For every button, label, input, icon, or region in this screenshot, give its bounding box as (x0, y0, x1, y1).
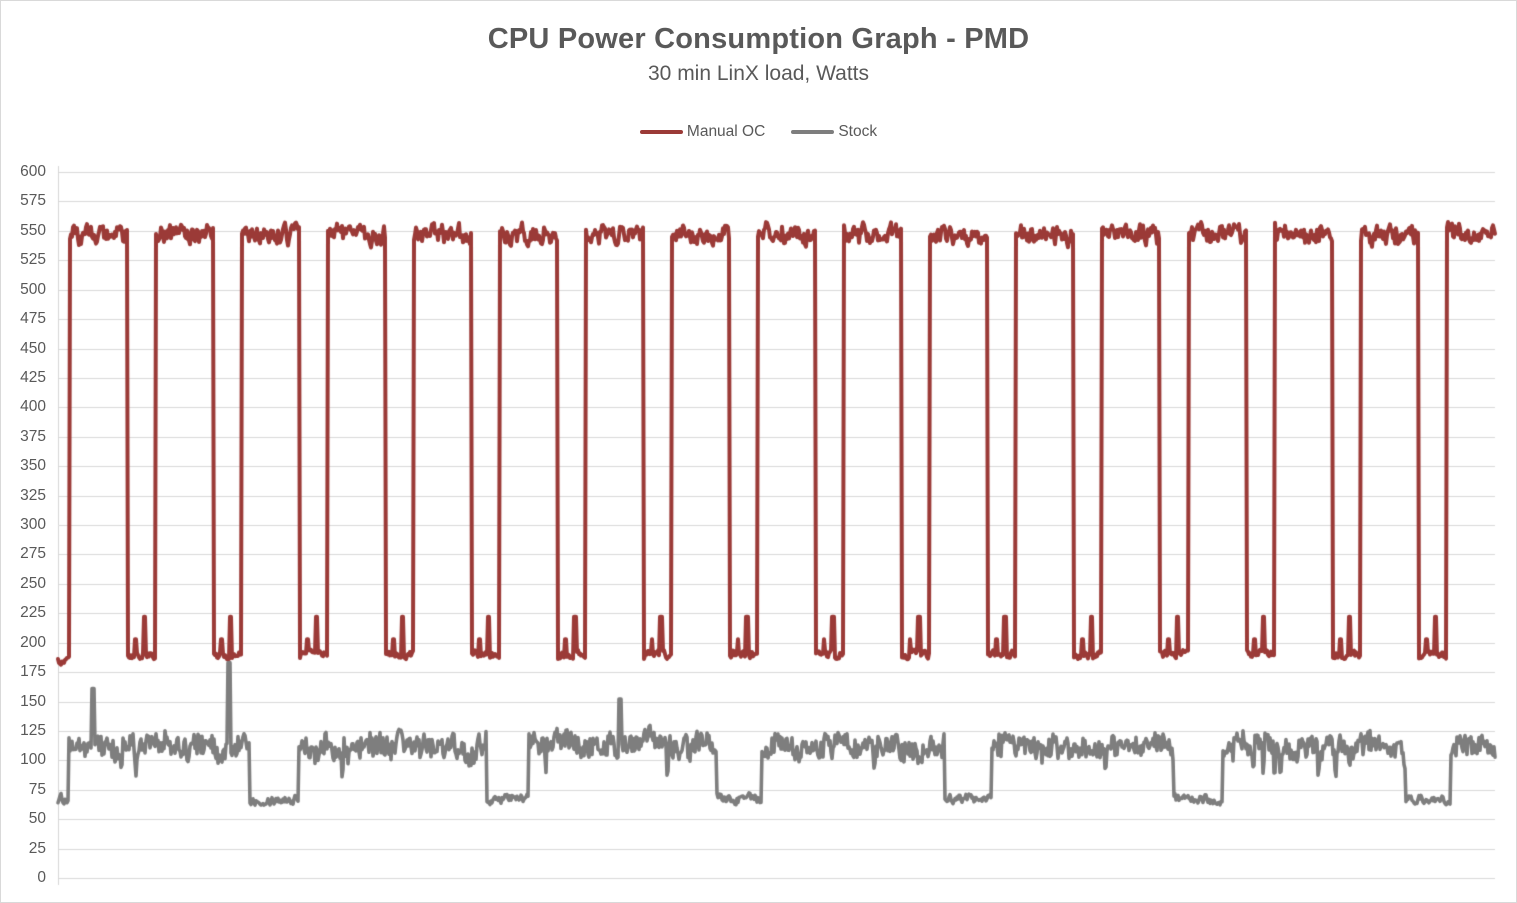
legend-swatch-manual-oc (639, 130, 683, 134)
y-tick-label: 550 (20, 221, 46, 239)
legend: Manual OC Stock (1, 123, 1516, 141)
y-tick-label: 100 (20, 751, 46, 769)
y-tick-label: 600 (20, 163, 46, 180)
y-tick-label: 425 (20, 368, 46, 386)
y-tick-label: 125 (20, 721, 46, 739)
y-tick-label: 0 (37, 869, 46, 886)
legend-item-stock: Stock (791, 123, 877, 141)
y-tick-label: 500 (20, 280, 46, 298)
legend-label-manual-oc: Manual OC (686, 123, 766, 140)
y-tick-label: 75 (28, 780, 46, 798)
legend-swatch-stock (791, 130, 835, 134)
y-tick-label: 150 (20, 692, 46, 710)
y-tick-label: 475 (20, 310, 46, 328)
y-tick-label: 450 (20, 339, 46, 357)
y-tick-label: 350 (20, 457, 46, 475)
y-tick-label: 175 (20, 663, 46, 681)
y-tick-label: 275 (20, 545, 46, 563)
legend-label-stock: Stock (838, 123, 878, 140)
y-tick-label: 375 (20, 427, 46, 445)
y-tick-label: 225 (20, 604, 46, 622)
y-tick-label: 50 (28, 810, 46, 828)
legend-item-manual-oc: Manual OC (639, 123, 766, 141)
y-tick-label: 300 (20, 516, 46, 533)
y-tick-label: 575 (20, 192, 46, 210)
y-tick-label: 25 (28, 839, 46, 857)
y-tick-label: 325 (20, 486, 46, 504)
y-tick-label: 525 (20, 251, 46, 269)
y-tick-label: 200 (20, 633, 46, 651)
y-tick-label: 400 (20, 398, 46, 416)
y-tick-label: 250 (20, 574, 46, 592)
